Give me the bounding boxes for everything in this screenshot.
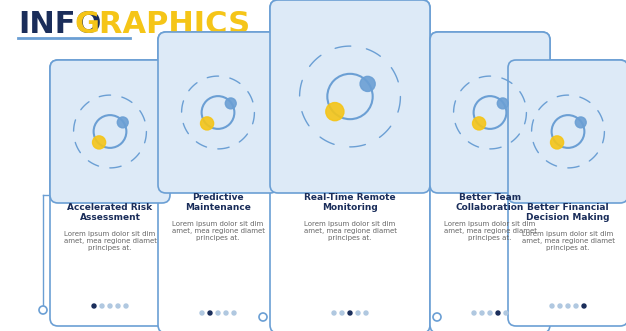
Circle shape (200, 117, 213, 130)
Circle shape (582, 304, 586, 308)
Circle shape (117, 117, 128, 128)
Text: Predictive
Maintenance: Predictive Maintenance (185, 193, 251, 213)
Text: Accelerated Risk
Assessment: Accelerated Risk Assessment (68, 203, 153, 222)
Circle shape (497, 98, 508, 109)
Circle shape (232, 311, 236, 315)
Text: Better Financial
Decision Making: Better Financial Decision Making (526, 203, 610, 222)
Circle shape (93, 136, 106, 149)
Circle shape (566, 304, 570, 308)
Circle shape (225, 98, 236, 109)
FancyBboxPatch shape (430, 32, 550, 331)
Circle shape (259, 313, 267, 321)
FancyBboxPatch shape (50, 60, 170, 203)
Text: Lorem ipsum dolor sit dim
amet, mea regione diamet
principes at.: Lorem ipsum dolor sit dim amet, mea regi… (443, 221, 536, 241)
Circle shape (124, 304, 128, 308)
FancyBboxPatch shape (270, 0, 430, 193)
Circle shape (575, 117, 586, 128)
Circle shape (200, 311, 204, 315)
Text: Real-Time Remote
Monitoring: Real-Time Remote Monitoring (304, 193, 396, 213)
Circle shape (92, 304, 96, 308)
Circle shape (208, 311, 212, 315)
Circle shape (108, 304, 112, 308)
Circle shape (332, 311, 336, 315)
Text: INFO: INFO (18, 10, 101, 39)
Circle shape (39, 306, 47, 314)
FancyBboxPatch shape (508, 60, 626, 326)
FancyBboxPatch shape (50, 60, 170, 326)
Circle shape (550, 304, 554, 308)
Circle shape (326, 103, 344, 121)
Text: Better Team
Collaboration: Better Team Collaboration (456, 193, 524, 213)
Circle shape (480, 311, 484, 315)
Circle shape (116, 304, 120, 308)
FancyBboxPatch shape (158, 32, 278, 193)
FancyBboxPatch shape (158, 32, 278, 331)
Circle shape (574, 304, 578, 308)
Text: Lorem ipsum dolor sit dim
amet, mea regione diamet
principes at.: Lorem ipsum dolor sit dim amet, mea regi… (172, 221, 265, 241)
Circle shape (504, 311, 508, 315)
Circle shape (224, 311, 228, 315)
Circle shape (433, 313, 441, 321)
Text: GRAPHICS: GRAPHICS (74, 10, 250, 39)
FancyBboxPatch shape (508, 60, 626, 203)
Text: Lorem ipsum dolor sit dim
amet, mea regione diamet
principes at.: Lorem ipsum dolor sit dim amet, mea regi… (521, 231, 615, 251)
Circle shape (364, 311, 368, 315)
Circle shape (472, 311, 476, 315)
Circle shape (100, 304, 104, 308)
Circle shape (360, 76, 375, 91)
Circle shape (340, 311, 344, 315)
Circle shape (473, 117, 486, 130)
Circle shape (488, 311, 492, 315)
Circle shape (348, 311, 352, 315)
FancyBboxPatch shape (270, 0, 430, 331)
Circle shape (558, 304, 562, 308)
Circle shape (496, 311, 500, 315)
Circle shape (356, 311, 360, 315)
Text: Lorem ipsum dolor sit dim
amet, mea regione diamet
principes at.: Lorem ipsum dolor sit dim amet, mea regi… (63, 231, 156, 251)
FancyBboxPatch shape (430, 32, 550, 193)
Circle shape (216, 311, 220, 315)
Circle shape (550, 136, 563, 149)
Text: Lorem ipsum dolor sit dim
amet, mea regione diamet
principes at.: Lorem ipsum dolor sit dim amet, mea regi… (304, 221, 396, 241)
